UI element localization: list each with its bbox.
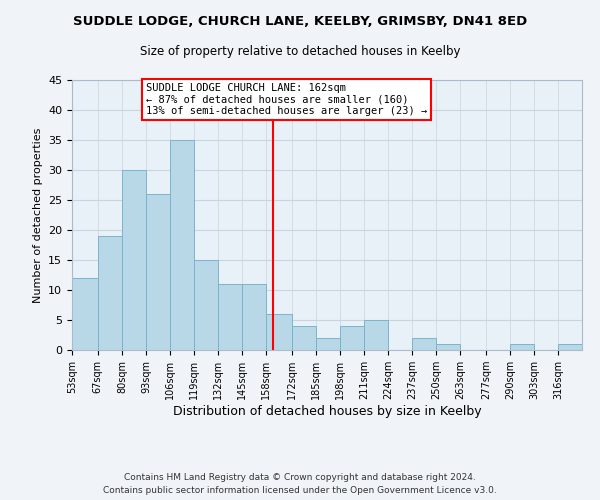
Text: Size of property relative to detached houses in Keelby: Size of property relative to detached ho… bbox=[140, 45, 460, 58]
Bar bbox=[146, 194, 170, 350]
X-axis label: Distribution of detached houses by size in Keelby: Distribution of detached houses by size … bbox=[173, 405, 481, 418]
Bar bbox=[292, 326, 316, 350]
Bar bbox=[412, 338, 436, 350]
Bar bbox=[510, 344, 534, 350]
Text: SUDDLE LODGE CHURCH LANE: 162sqm
← 87% of detached houses are smaller (160)
13% : SUDDLE LODGE CHURCH LANE: 162sqm ← 87% o… bbox=[146, 83, 427, 116]
Text: Contains HM Land Registry data © Crown copyright and database right 2024.
Contai: Contains HM Land Registry data © Crown c… bbox=[103, 473, 497, 495]
Text: SUDDLE LODGE, CHURCH LANE, KEELBY, GRIMSBY, DN41 8ED: SUDDLE LODGE, CHURCH LANE, KEELBY, GRIMS… bbox=[73, 15, 527, 28]
Bar bbox=[194, 260, 218, 350]
Bar bbox=[340, 326, 364, 350]
Bar bbox=[170, 140, 194, 350]
Bar bbox=[218, 284, 242, 350]
Bar bbox=[98, 236, 122, 350]
Bar bbox=[316, 338, 340, 350]
Bar bbox=[364, 320, 388, 350]
Bar bbox=[266, 314, 292, 350]
Bar bbox=[242, 284, 266, 350]
Bar bbox=[436, 344, 460, 350]
Y-axis label: Number of detached properties: Number of detached properties bbox=[32, 128, 43, 302]
Bar bbox=[72, 278, 98, 350]
Bar bbox=[122, 170, 146, 350]
Bar bbox=[558, 344, 582, 350]
